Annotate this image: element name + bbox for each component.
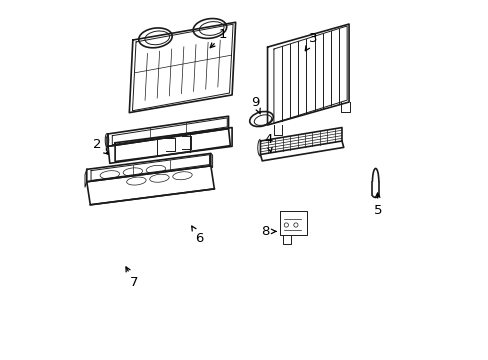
Text: 5: 5 — [373, 193, 382, 217]
Text: 9: 9 — [250, 95, 260, 114]
Text: 2: 2 — [93, 138, 108, 154]
Text: 4: 4 — [264, 133, 272, 152]
Text: 7: 7 — [126, 267, 139, 289]
Text: 3: 3 — [305, 32, 317, 51]
Text: 1: 1 — [210, 28, 227, 48]
Text: 6: 6 — [191, 226, 203, 245]
Text: 8: 8 — [261, 225, 275, 238]
